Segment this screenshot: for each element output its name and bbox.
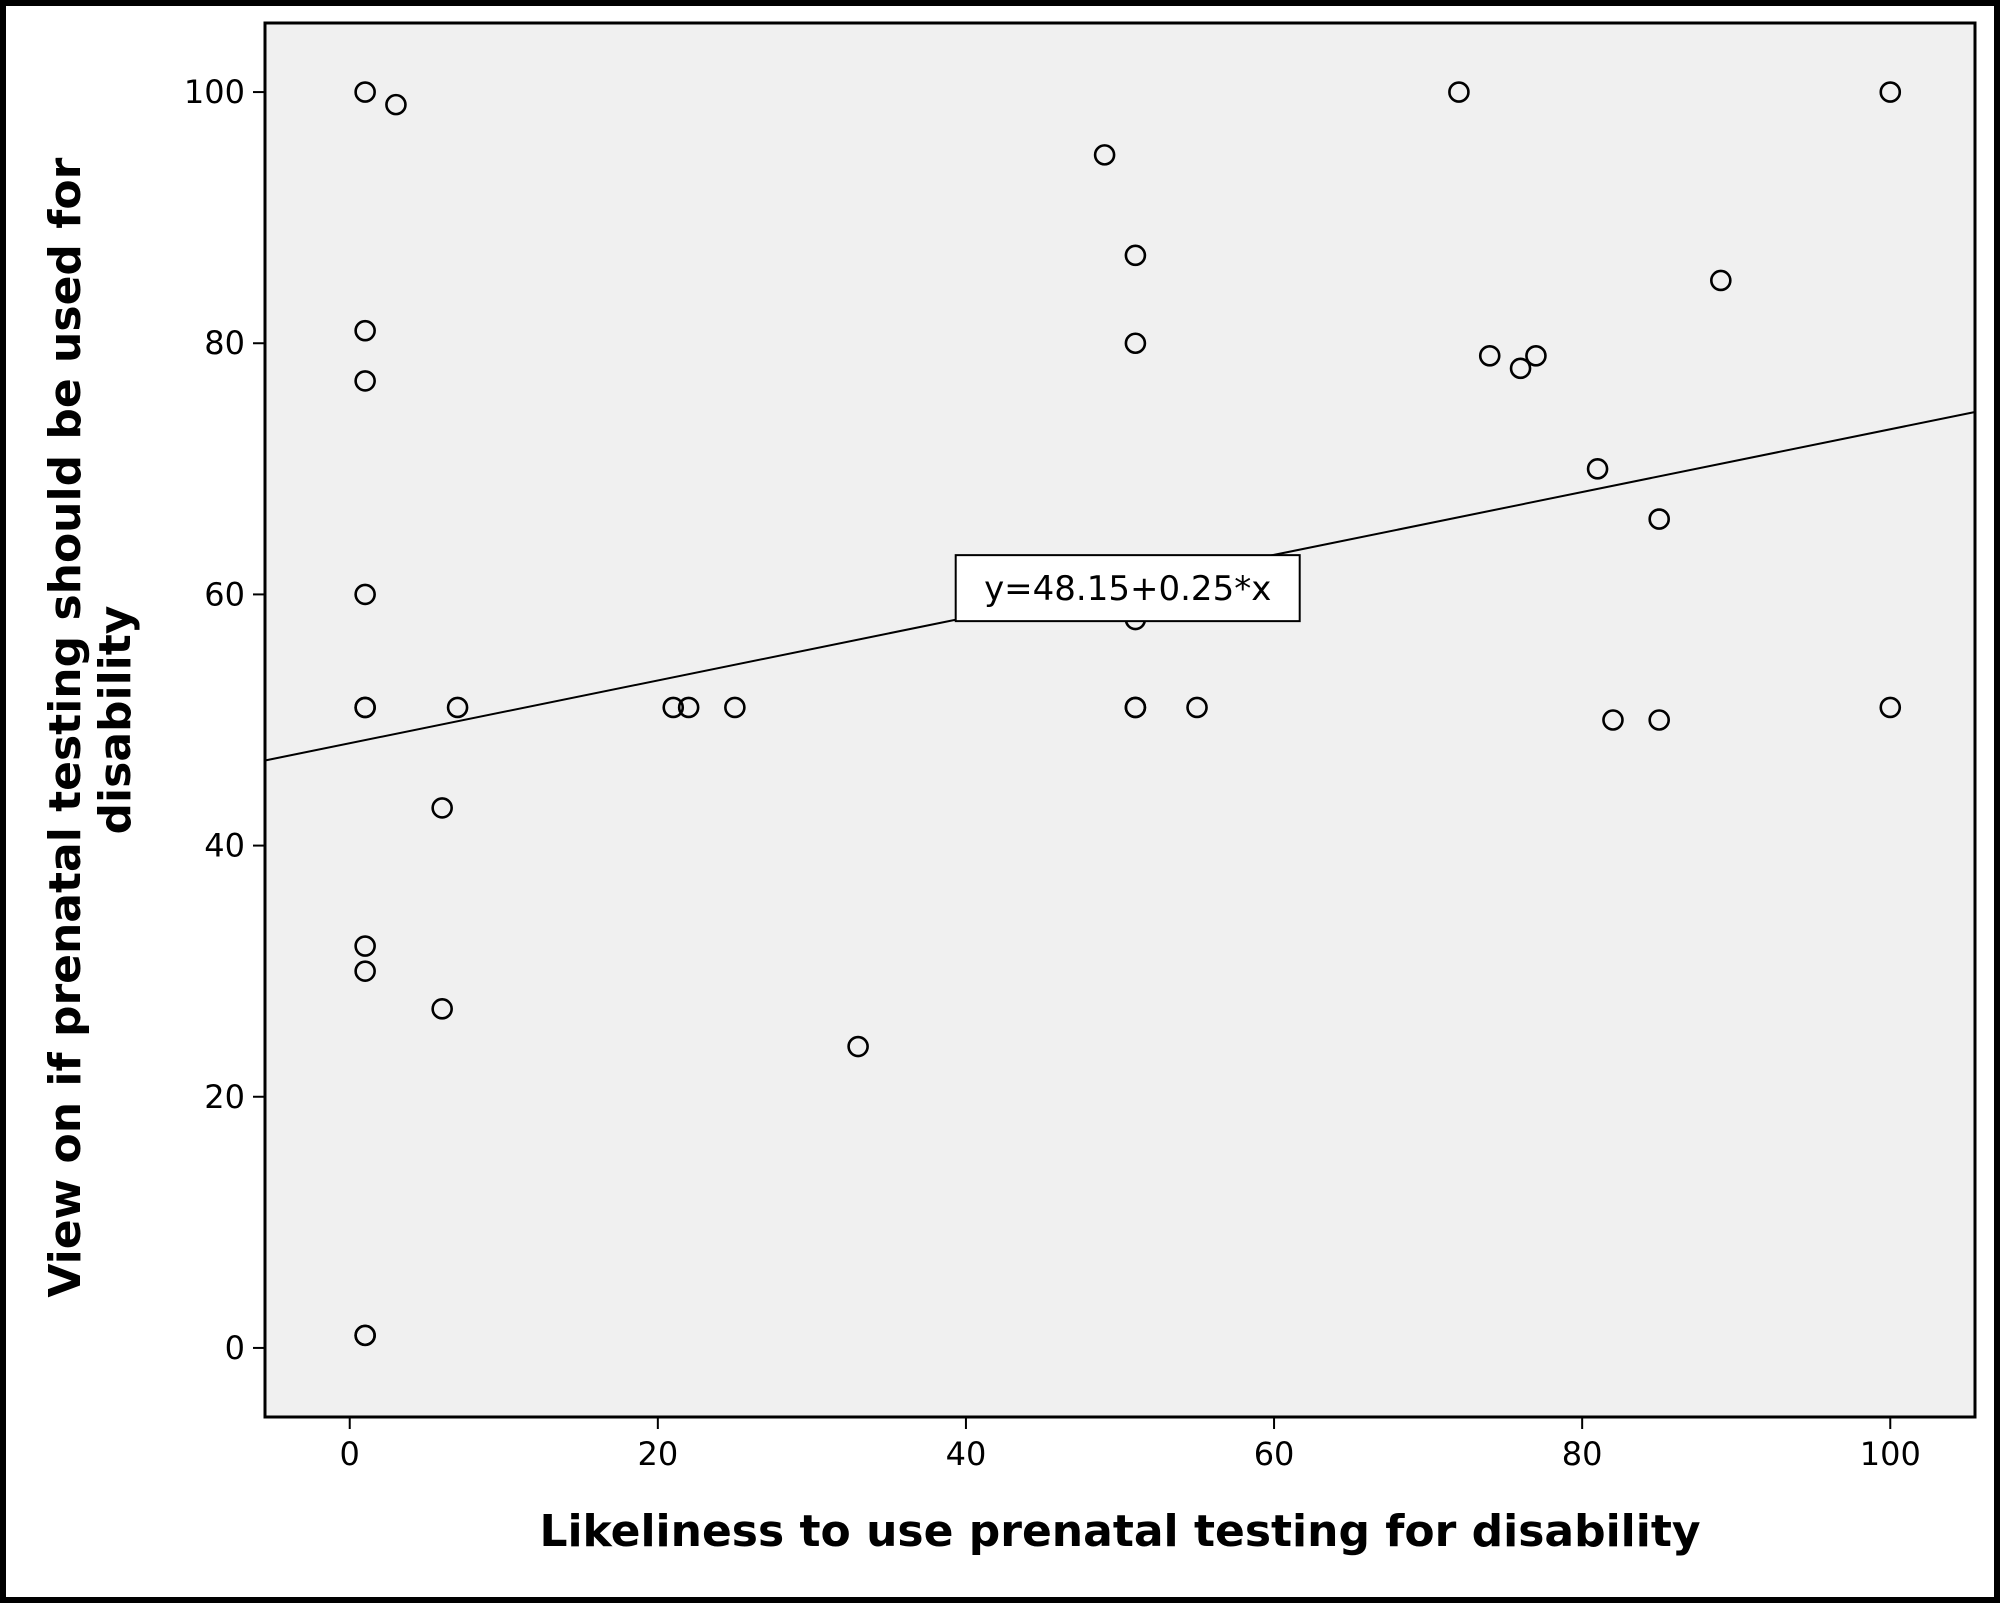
y-tick-label: 20 [204,1078,245,1116]
data-point [354,319,376,342]
y-axis-title: View on if prenatal testing should be us… [40,142,141,1297]
data-point [1093,144,1116,166]
data-point [354,81,376,103]
equation-label: y=48.15+0.25*x [984,569,1271,609]
plot-area [263,21,1977,1419]
data-point [354,370,376,392]
data-point [1879,81,1902,103]
data-point [1879,696,1902,719]
x-tick-label: 40 [946,1435,987,1473]
data-point [1448,81,1470,103]
x-tick-label: 20 [637,1435,678,1473]
data-point [1648,709,1670,731]
data-point [354,935,376,957]
x-tick-label: 60 [1254,1435,1295,1473]
data-point [847,1035,869,1058]
y-tick-label: 100 [184,73,245,111]
data-point [431,998,453,1020]
data-point [677,696,700,719]
y-axis: 0 20 40 60 80 100 [184,73,265,1367]
scatter-plot: 0 20 40 60 80 100 0 20 40 60 80 100 y=48.15+0.25*x… [40,21,1977,1557]
data-point [446,696,469,719]
x-tick-label: 80 [1562,1435,1603,1473]
data-point [724,696,746,719]
data-point [354,696,376,719]
data-point [354,583,376,606]
data-point [1124,696,1147,719]
x-axis-title: Likeliness to use prenatal testing for d… [539,1506,1700,1557]
y-axis-title-line-1: View on if prenatal testing should be us… [40,157,91,1297]
data-point [1186,696,1208,719]
x-axis: 0 20 40 60 80 100 [340,1417,1921,1473]
data-point [1602,709,1624,731]
y-tick-label: 80 [204,324,245,362]
data-point [1648,508,1670,530]
data-point [431,797,453,819]
data-point [1124,332,1147,355]
data-point [1124,244,1147,267]
y-tick-label: 60 [204,575,245,613]
data-point [1710,269,1732,292]
data-point [354,1324,376,1347]
data-point [1586,458,1609,480]
y-axis-title-line-2: disability [90,606,141,835]
data-point [354,960,376,982]
data-point [1525,345,1547,367]
y-tick-label: 40 [204,827,245,865]
data-point [1509,357,1532,380]
x-tick-label: 100 [1860,1435,1921,1473]
regression-equation-annotation: y=48.15+0.25*x [954,554,1301,623]
data-points [354,81,1902,1347]
equation-box [954,554,1301,623]
y-tick-label: 0 [225,1329,245,1367]
data-point [1478,345,1501,367]
data-point [662,696,685,719]
x-tick-label: 0 [340,1435,360,1473]
data-point [385,93,407,116]
